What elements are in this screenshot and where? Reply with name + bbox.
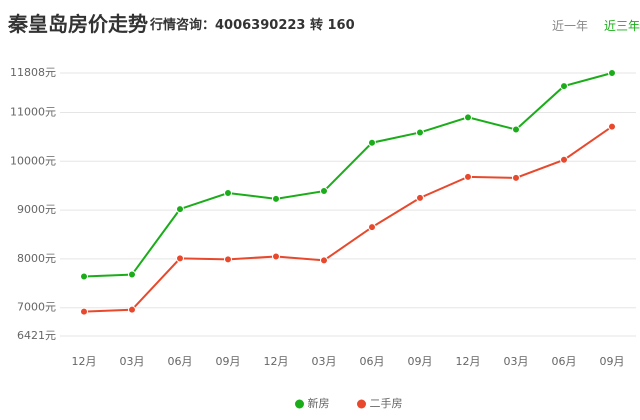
data-point	[464, 172, 472, 181]
x-tick-label: 12月	[456, 355, 481, 368]
legend-marker	[357, 399, 366, 409]
x-tick-label: 12月	[72, 355, 97, 368]
x-tick-label: 03月	[120, 355, 145, 368]
y-tick-label: 11000元	[10, 105, 56, 118]
legend-label: 二手房	[370, 396, 403, 410]
range-tab[interactable]: 近三年	[604, 19, 640, 33]
data-point	[80, 272, 88, 281]
data-point	[128, 270, 136, 279]
data-point	[176, 254, 184, 263]
data-point	[224, 255, 232, 264]
subtitle: 行情咨询：4006390223 转 160	[150, 18, 355, 33]
data-point	[464, 113, 472, 122]
data-point	[176, 205, 184, 214]
x-tick-label: 09月	[408, 355, 433, 368]
y-tick-label: 9000元	[17, 203, 56, 216]
y-tick-label: 10000元	[10, 154, 56, 167]
series-line	[83, 125, 613, 313]
data-point	[368, 138, 376, 147]
data-point	[272, 194, 280, 203]
x-tick-label: 12月	[264, 355, 289, 368]
data-point	[416, 193, 424, 202]
x-tick-label: 03月	[504, 355, 529, 368]
data-point	[608, 122, 616, 131]
data-point	[80, 307, 88, 316]
y-tick-label: 6421元	[17, 329, 56, 342]
range-tab[interactable]: 近一年	[552, 19, 589, 33]
data-point	[128, 305, 136, 314]
data-point	[608, 69, 616, 77]
data-point	[416, 128, 424, 137]
data-point	[320, 256, 328, 265]
data-point	[512, 125, 520, 134]
data-point	[224, 189, 232, 198]
x-tick-label: 09月	[600, 355, 625, 368]
x-tick-label: 09月	[216, 355, 241, 368]
data-point	[560, 155, 568, 164]
legend-label: 新房	[308, 396, 330, 410]
x-tick-label: 06月	[552, 355, 577, 368]
data-point	[272, 252, 280, 261]
chart-title: 秦皇岛房价走势	[8, 12, 148, 36]
x-tick-label: 06月	[360, 355, 385, 368]
x-tick-label: 06月	[168, 355, 193, 368]
y-tick-label: 8000元	[17, 252, 56, 265]
series-line	[83, 72, 613, 278]
data-point	[560, 82, 568, 91]
data-point	[512, 173, 520, 182]
data-point	[368, 223, 376, 232]
data-point	[320, 187, 328, 196]
y-tick-label: 7000元	[17, 301, 56, 314]
legend-marker	[295, 399, 304, 409]
x-tick-label: 03月	[312, 355, 337, 368]
y-tick-label: 11808元	[10, 66, 56, 79]
